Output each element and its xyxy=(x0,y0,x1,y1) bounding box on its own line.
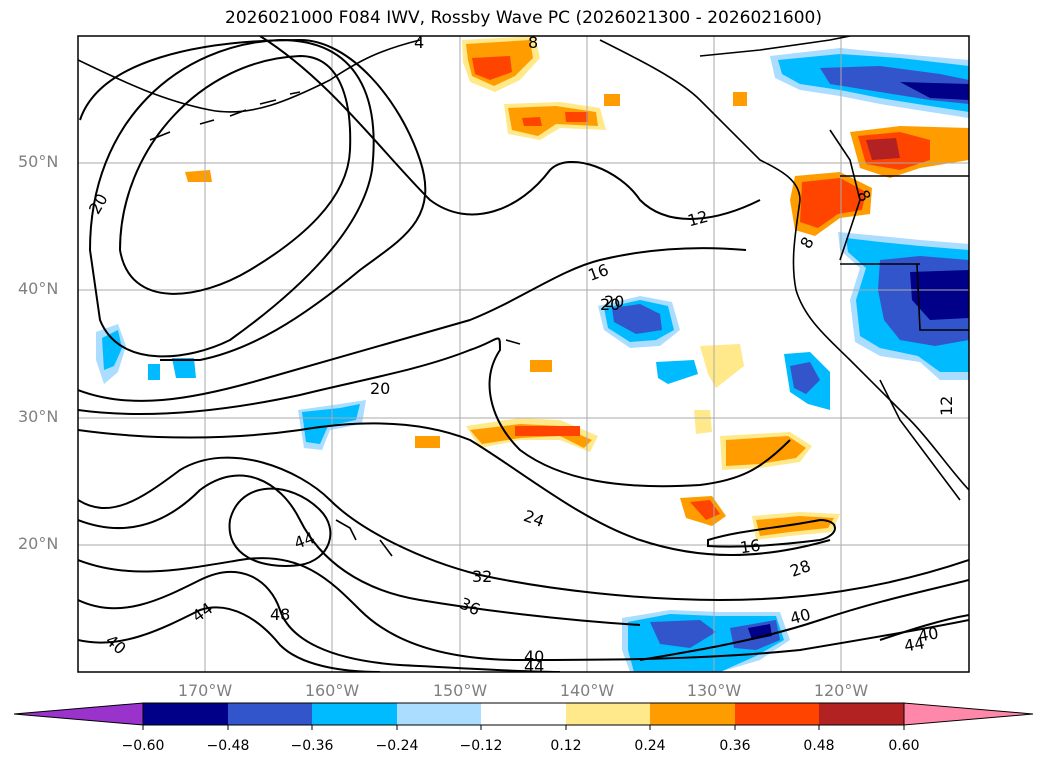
contour-label: 4 xyxy=(414,33,424,52)
shade-positive xyxy=(694,410,712,434)
shade-negative xyxy=(910,270,969,320)
contour-label: 16 xyxy=(739,536,762,558)
colorbar-tick-label: −0.12 xyxy=(459,738,503,754)
colorbar-tick-label: 0.24 xyxy=(634,738,666,754)
shade-positive xyxy=(690,500,720,520)
shade-positive xyxy=(530,360,552,372)
colorbar-tick-label: 0.48 xyxy=(803,738,835,754)
colorbar-tick-label: −0.60 xyxy=(121,738,165,754)
shade-negative xyxy=(656,360,698,384)
anomaly-shading xyxy=(96,36,969,672)
shade-positive xyxy=(515,426,580,436)
colorbar-tick-label: −0.48 xyxy=(206,738,250,754)
contour-label: 8 xyxy=(528,33,538,52)
shade-positive xyxy=(565,112,588,122)
shade-positive xyxy=(800,178,866,228)
contour-label: 12 xyxy=(685,207,710,231)
contour-label: 40 xyxy=(524,647,544,666)
shade-positive xyxy=(604,94,620,106)
contour-label: 40 xyxy=(917,623,940,645)
plot-frame xyxy=(77,35,970,673)
lon-label-170w: 170°W xyxy=(177,681,233,700)
map-title: 2026021000 F084 IWV, Rossby Wave PC (202… xyxy=(225,8,822,28)
shade-positive xyxy=(700,344,744,388)
colorbar-segment xyxy=(228,703,312,725)
lat-label-20n: 20°N xyxy=(18,534,59,553)
lon-label-150w: 150°W xyxy=(432,681,488,700)
shade-negative xyxy=(302,404,360,444)
contour-label: 20 xyxy=(370,379,390,398)
shade-negative xyxy=(172,358,196,378)
shade-positive xyxy=(185,170,212,182)
contour-label: 44 xyxy=(524,657,544,676)
contour-label: 40 xyxy=(788,605,813,629)
colorbar-tick-label: 0.60 xyxy=(888,738,920,754)
contour-label: 32 xyxy=(472,567,492,586)
colorbar xyxy=(13,702,1034,730)
lon-label-160w: 160°W xyxy=(304,681,360,700)
colorbar-extend-high xyxy=(903,702,1034,726)
colorbar-tick-label: 0.36 xyxy=(719,738,751,754)
shade-positive xyxy=(866,138,900,160)
colorbar-tick-label: −0.36 xyxy=(290,738,334,754)
plot-area xyxy=(78,36,969,672)
lon-label-140w: 140°W xyxy=(559,681,615,700)
lon-label-130w: 130°W xyxy=(686,681,742,700)
shade-positive xyxy=(733,92,747,106)
colorbar-segment xyxy=(819,703,904,725)
shade-negative xyxy=(790,362,820,394)
colorbar-segment xyxy=(312,703,397,725)
contour-label: 12 xyxy=(937,396,956,416)
lat-label-30n: 30°N xyxy=(18,407,59,426)
iwv-contours xyxy=(78,36,969,672)
colorbar-tick-label: −0.24 xyxy=(375,738,419,754)
colorbar-segment xyxy=(481,703,566,725)
shade-negative xyxy=(102,330,122,370)
lat-label-50n: 50°N xyxy=(18,152,59,171)
coastlines xyxy=(78,36,969,557)
lat-label-40n: 40°N xyxy=(18,279,59,298)
colorbar-segment xyxy=(735,703,819,725)
colorbar-segment xyxy=(143,703,228,725)
shade-positive xyxy=(415,436,440,448)
contour-label: 20 xyxy=(600,295,620,314)
lon-label-120w: 120°W xyxy=(813,681,869,700)
colorbar-extend-low xyxy=(13,702,144,726)
shade-negative xyxy=(900,82,969,100)
shade-negative xyxy=(148,364,160,380)
shade-positive xyxy=(522,117,542,126)
shade-negative xyxy=(612,304,662,334)
colorbar-segment xyxy=(397,703,481,725)
shade-positive xyxy=(472,56,512,80)
colorbar-segment xyxy=(566,703,650,725)
shade-negative xyxy=(650,620,716,648)
colorbar-segment xyxy=(650,703,735,725)
contour-label: 20 xyxy=(604,292,624,311)
colorbar-tick-label: 0.12 xyxy=(550,738,582,754)
contour-label: 44 xyxy=(903,633,926,655)
contour-label: 48 xyxy=(270,605,290,624)
